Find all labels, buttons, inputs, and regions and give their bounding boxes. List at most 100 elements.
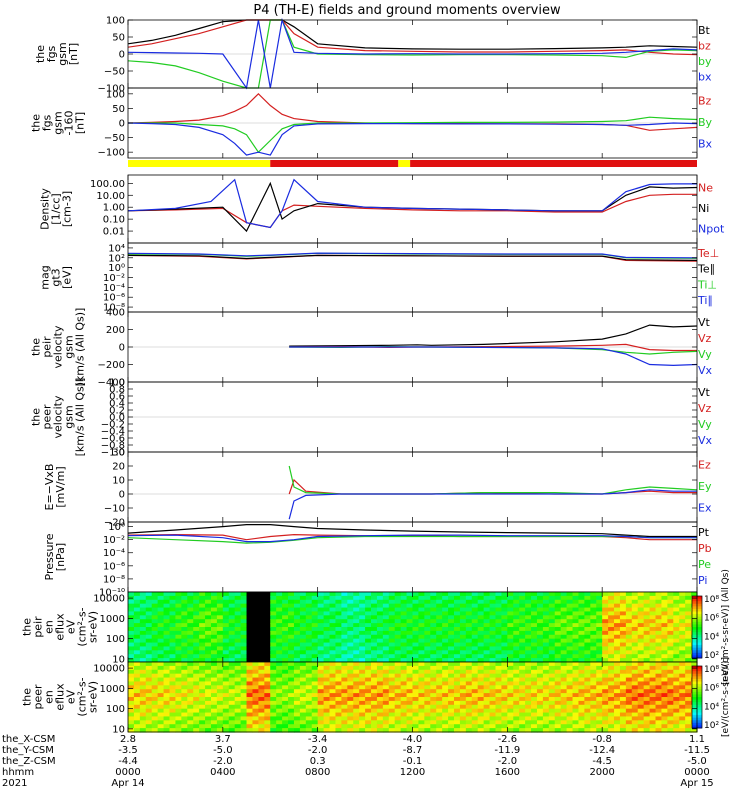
- y-axis-label-line: (cm²-s-: [76, 677, 89, 716]
- spectrogram-cell: [501, 599, 508, 605]
- spectrogram-cell: [424, 685, 431, 690]
- spectrogram-cell: [619, 677, 627, 683]
- spectrogram-cell: [341, 708, 348, 714]
- spectrogram-cell: [376, 619, 384, 624]
- spectrogram-cell: [412, 708, 420, 714]
- y-tick-label: 100: [106, 634, 125, 645]
- spectrogram-cell: [210, 599, 218, 605]
- spectrogram-cell: [513, 623, 520, 628]
- spectrogram-cell: [560, 685, 568, 690]
- spectrogram-cell: [145, 607, 153, 613]
- spectrogram-cell: [181, 623, 188, 628]
- y-tick-label: 10⁻⁸: [103, 303, 125, 314]
- spectrogram-cell: [305, 662, 313, 667]
- spectrogram-cell: [317, 669, 325, 675]
- spectrogram-cell: [442, 704, 449, 710]
- spectrogram-cell: [572, 595, 580, 601]
- spectrogram-cell: [234, 677, 242, 683]
- spectrogram-cell: [477, 673, 485, 679]
- spectrogram-cell: [128, 619, 135, 624]
- spectrogram-cell: [193, 712, 200, 718]
- spectrogram-cell: [554, 700, 562, 706]
- spectrogram-cell: [199, 677, 206, 683]
- series-line-pi: [127, 534, 697, 543]
- spectrogram-cell: [157, 724, 165, 729]
- spectrogram-cell: [353, 611, 360, 616]
- spectrogram-cell: [483, 615, 491, 620]
- spectrogram-cell: [448, 654, 455, 659]
- spectrogram-cell: [572, 650, 580, 655]
- spectrogram-cell: [501, 693, 508, 698]
- spectrogram-cell: [139, 704, 147, 710]
- spectrogram-cell: [163, 619, 171, 624]
- spectrogram-cell: [673, 704, 680, 710]
- spectrogram-cell: [459, 654, 467, 659]
- spectrogram-cell: [282, 704, 289, 710]
- spectrogram-cell: [371, 592, 378, 597]
- spectrogram-cell: [637, 708, 645, 714]
- spectrogram-cell: [471, 693, 479, 698]
- spectrogram-cell: [685, 627, 692, 632]
- spectrogram-cell: [252, 603, 259, 609]
- spectrogram-cell: [418, 607, 425, 613]
- spectrogram-cell: [531, 607, 538, 613]
- spectrogram-cell: [554, 603, 562, 609]
- spectrogram-cell: [459, 708, 467, 714]
- spectrogram-cell: [548, 665, 556, 671]
- spectrogram-cell: [531, 712, 538, 718]
- spectrogram-cell: [637, 689, 645, 694]
- spectrogram-cell: [341, 724, 348, 729]
- spectrogram-cell: [531, 654, 538, 659]
- spectrogram-cell: [424, 592, 431, 597]
- spectrogram-cell: [424, 611, 431, 616]
- spectrogram-cell: [246, 673, 254, 679]
- spectrogram-cell: [501, 728, 508, 733]
- spectrogram-cell: [139, 693, 147, 698]
- spectrogram-cell: [305, 599, 313, 605]
- spectrogram-cell: [394, 689, 402, 694]
- spectrogram-cell: [436, 646, 443, 651]
- spectrogram-cell: [187, 662, 194, 667]
- spectrogram-cell: [258, 689, 265, 694]
- spectrogram-cell: [205, 700, 212, 706]
- spectrogram-cell: [637, 619, 645, 624]
- spectrogram-cell: [531, 603, 538, 609]
- spectrogram-cell: [270, 627, 277, 632]
- spectrogram-cell: [531, 630, 538, 636]
- spectrogram-cell: [649, 693, 657, 698]
- spectrogram-cell: [311, 623, 319, 628]
- spectrogram-cell: [347, 650, 354, 655]
- spectrogram-cell: [276, 654, 283, 659]
- spectrogram-cell: [412, 642, 420, 648]
- spectrogram-cell: [199, 685, 206, 690]
- spectrogram-cell: [619, 689, 627, 694]
- spectrogram-cell: [293, 693, 301, 698]
- spectrogram-cell: [276, 693, 283, 698]
- spectrogram-cell: [560, 638, 568, 644]
- spectrogram-cell: [448, 697, 455, 702]
- spectrogram-cell: [210, 615, 218, 620]
- spectrogram-cell: [335, 665, 342, 671]
- spectrogram-cell: [151, 669, 159, 675]
- spectrogram-cell: [536, 607, 544, 613]
- spectrogram-cell: [400, 693, 408, 698]
- spectrogram-cell: [234, 665, 242, 671]
- series-line-vx: [289, 346, 698, 367]
- legend-entry: Te∥: [697, 263, 715, 276]
- spectrogram-cell: [625, 611, 633, 616]
- spectrogram-cell: [673, 700, 680, 706]
- spectrogram-cell: [519, 681, 526, 686]
- spectrogram-cell: [216, 689, 224, 694]
- spectrogram-cell: [661, 658, 668, 663]
- spectrogram-cell: [459, 619, 467, 624]
- spectrogram-cell: [347, 673, 354, 679]
- spectrogram-cell: [317, 642, 325, 648]
- y-tick-label: −50: [104, 67, 125, 78]
- spectrogram-cell: [637, 669, 645, 675]
- spectrogram-cell: [631, 611, 639, 616]
- spectrogram-cell: [205, 704, 212, 710]
- spectrogram-cell: [388, 708, 396, 714]
- spectrogram-cell: [448, 599, 455, 605]
- spectrogram-cell: [453, 595, 461, 601]
- spectrogram-cell: [187, 658, 194, 663]
